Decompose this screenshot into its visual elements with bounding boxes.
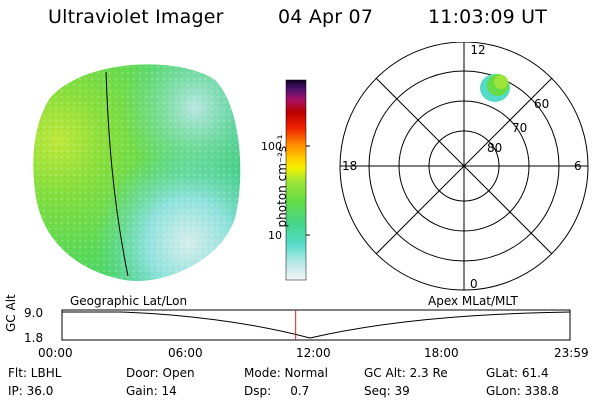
lat-label-80: 80 [487,141,502,155]
altitude-timeline [61,309,571,341]
timeline-xtick-2: 12:00 [296,346,331,360]
colorbar-tick-100: 100 [262,140,282,153]
uv-earth-image [33,64,241,281]
lat-label-60: 60 [534,97,549,111]
info-gc-alt: GC Alt: 2.3 Re [364,366,448,380]
info-door: Door: Open [126,366,195,380]
timeline-ytick-top: 9.0 [24,306,44,320]
info-glon: GLon: 338.8 [486,384,559,398]
date-label: 04 Apr 07 [278,6,374,28]
mlt-label-18: 18 [342,159,357,173]
timeline-xtick-3: 18:00 [424,346,459,360]
colorbar-tick-10: 10 [268,229,282,242]
info-seq: Seq: 39 [364,384,410,398]
mlt-label-6: 6 [574,159,582,173]
timeline-left-title: Geographic Lat/Lon [70,294,188,308]
intensity-colorbar: 100 10 [262,79,310,281]
auroral-spot [480,74,510,102]
timeline-right-title: Apex MLat/MLT [428,294,518,308]
timeline-xtick-4: 23:59 [554,346,589,360]
instrument-title: Ultraviolet Imager [48,6,224,28]
colorbar-unit-label: photon cm⁻²s⁻¹ [275,134,289,228]
timeline-ytick-bottom: 1.8 [24,331,44,345]
info-dsp: Dsp: 0.7 [244,384,310,398]
polar-axis-diag2 [375,77,553,255]
mlt-label-0: 0 [470,277,478,291]
info-mode: Mode: Normal [244,366,328,380]
timeline-xtick-0: 00:00 [38,346,73,360]
info-gain: Gain: 14 [126,384,177,398]
polar-plot: 12 18 6 0 60 70 80 [339,42,589,291]
mlt-label-12: 12 [470,43,485,57]
lat-label-70: 70 [512,121,527,135]
time-label: 11:03:09 UT [428,6,548,28]
timeline-y-label: GC Alt [4,294,18,332]
timeline-xtick-1: 06:00 [168,346,203,360]
altitude-curve [62,311,571,339]
terminator-line [105,71,129,277]
info-glat: GLat: 61.4 [486,366,549,380]
info-flt: Flt: LBHL [8,366,62,380]
info-ip: IP: 36.0 [8,384,54,398]
